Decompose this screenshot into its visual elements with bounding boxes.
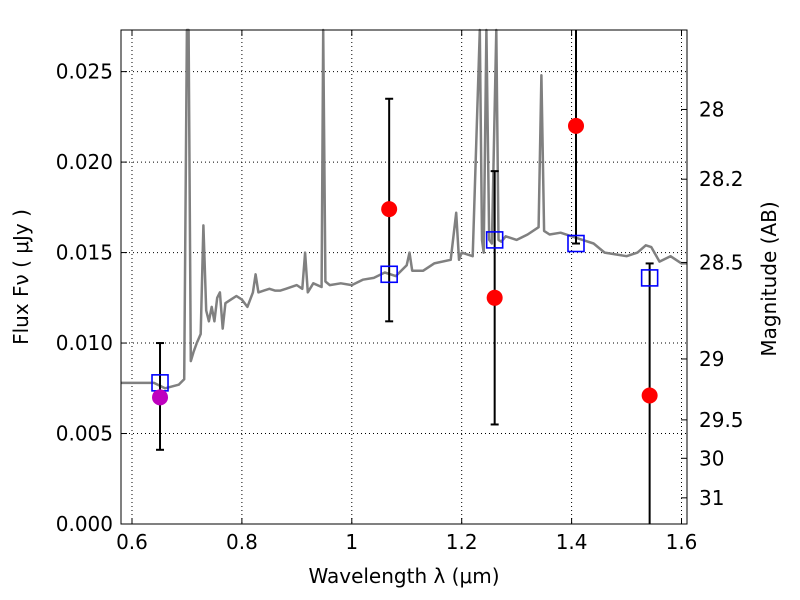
- y-tick-label: 0.020: [56, 150, 113, 174]
- y-tick-label: 0.000: [56, 512, 113, 536]
- observed-point: [486, 289, 503, 306]
- magnitude-tick-label: 31: [699, 486, 724, 510]
- magnitude-tick-label: 28.2: [699, 167, 744, 191]
- x-tick-label: 1.2: [446, 530, 478, 554]
- model-point: [640, 269, 659, 287]
- plot-frame: [120, 29, 688, 525]
- x-axis-title: Wavelength λ (μm): [308, 564, 499, 588]
- x-tick-label: 0.6: [116, 530, 148, 554]
- y-tick-label: 0.010: [56, 331, 113, 355]
- y-tick-label: 0.025: [56, 60, 113, 84]
- observed-point: [381, 201, 398, 218]
- observed-point: [567, 117, 584, 134]
- model-point-series: [151, 231, 659, 392]
- magnitude-tick-label: 28: [699, 97, 724, 121]
- model-point: [380, 265, 398, 284]
- y-axis: 0.000 0.005 0.010 0.015 0.020 0.025: [56, 60, 127, 536]
- y-axis-title: Flux Fν ( μJy ): [9, 209, 33, 345]
- magnitude-tick-label: 29.5: [699, 408, 744, 432]
- observed-point: [152, 389, 169, 406]
- magnitude-axis-title: Magnitude (AB): [757, 201, 781, 356]
- errorbar-series: [156, 30, 654, 524]
- magnitude-tick-label: 28.5: [699, 250, 744, 274]
- y-tick-label: 0.015: [56, 241, 113, 265]
- x-tick-label: 1.4: [556, 530, 588, 554]
- x-tick-label: 1.6: [666, 530, 698, 554]
- observed-point-series: [152, 117, 658, 406]
- magnitude-tick-label: 29: [699, 347, 724, 371]
- magnitude-tick-label: 30: [699, 446, 724, 470]
- x-tick-label: 1: [345, 530, 358, 554]
- y-tick-label: 0.005: [56, 422, 113, 446]
- observed-point: [641, 387, 658, 404]
- model-point: [485, 231, 504, 249]
- magnitude-axis: 28 28.2 28.5 29 29.5 30 31: [681, 97, 744, 510]
- x-tick-label: 0.8: [226, 530, 258, 554]
- spectrum-series: [121, 28, 687, 390]
- spectrum-line: [121, 28, 687, 390]
- model-point: [567, 234, 585, 253]
- x-axis: 0.6 0.8 1 1.2 1.4 1.6: [116, 30, 697, 554]
